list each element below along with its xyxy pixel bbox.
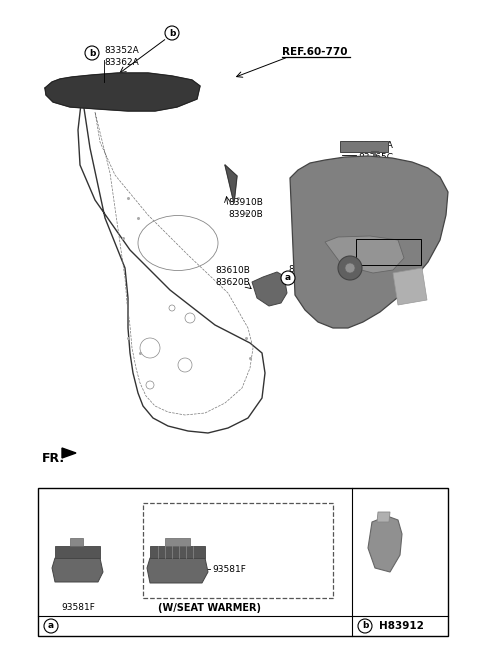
Polygon shape [368, 516, 402, 572]
Circle shape [165, 26, 179, 40]
Polygon shape [165, 538, 190, 546]
Text: b: b [169, 28, 175, 37]
Polygon shape [377, 512, 390, 522]
Polygon shape [55, 546, 100, 558]
Text: 83355A: 83355A [358, 141, 393, 150]
Polygon shape [225, 165, 237, 203]
Bar [38, 488, 448, 636]
Polygon shape [325, 236, 404, 273]
Circle shape [345, 263, 355, 273]
Text: (W/SEAT WARMER): (W/SEAT WARMER) [158, 603, 261, 613]
Text: H83912: H83912 [379, 621, 424, 631]
Polygon shape [150, 546, 205, 558]
Circle shape [281, 271, 295, 285]
Text: 1249GE: 1249GE [382, 190, 418, 199]
Bar [356, 239, 421, 265]
Text: 83910B: 83910B [228, 198, 263, 207]
Text: 83362A: 83362A [104, 58, 139, 67]
Polygon shape [290, 156, 448, 328]
Text: 83352A: 83352A [104, 46, 139, 55]
Text: REF.60-770: REF.60-770 [282, 47, 348, 57]
Text: b: b [362, 621, 368, 630]
Text: 82315E: 82315E [288, 266, 322, 274]
Text: 83302E: 83302E [358, 215, 392, 224]
Bar [143, 503, 333, 598]
Polygon shape [52, 558, 103, 582]
Polygon shape [70, 538, 83, 546]
Circle shape [85, 46, 99, 60]
Text: 83301E: 83301E [358, 203, 392, 212]
Circle shape [358, 619, 372, 633]
Circle shape [338, 256, 362, 280]
Text: 93581F: 93581F [61, 603, 95, 612]
Text: a: a [48, 621, 54, 630]
Text: 83920B: 83920B [228, 210, 263, 219]
Circle shape [44, 619, 58, 633]
Text: 83610B: 83610B [215, 266, 250, 275]
Polygon shape [45, 73, 200, 111]
Polygon shape [147, 558, 208, 583]
Text: a: a [285, 274, 291, 283]
Text: 82315A: 82315A [358, 228, 393, 237]
Text: FR.: FR. [42, 451, 65, 464]
Bar [340, 141, 388, 152]
Polygon shape [252, 272, 287, 306]
Text: 82315: 82315 [358, 240, 386, 249]
Text: b: b [89, 49, 95, 58]
Polygon shape [393, 268, 427, 305]
Text: 83365C: 83365C [358, 153, 393, 162]
Text: 83620B: 83620B [215, 278, 250, 287]
Polygon shape [62, 448, 76, 458]
Text: 93581F: 93581F [212, 565, 246, 575]
